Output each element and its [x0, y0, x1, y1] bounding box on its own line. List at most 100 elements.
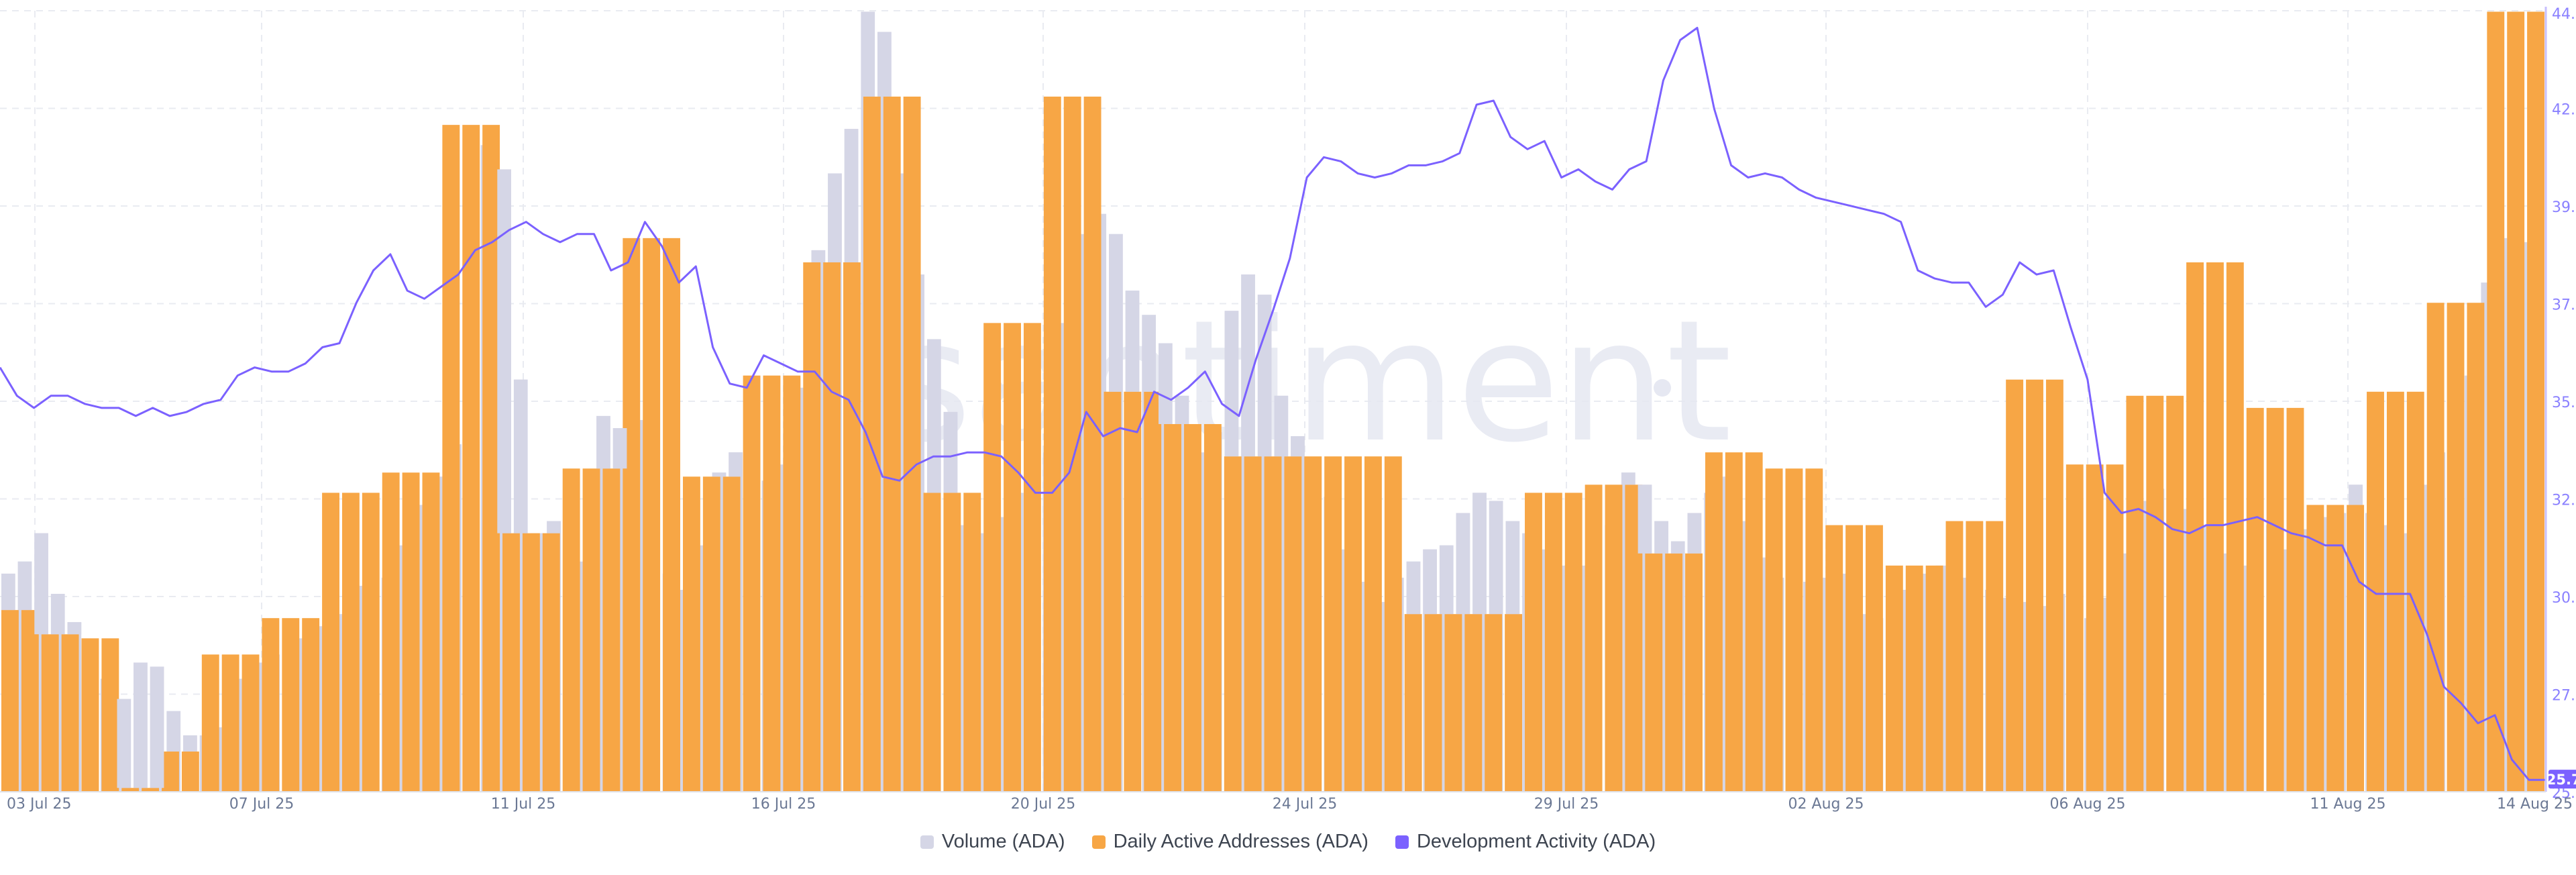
daily-active-addresses-bar — [1665, 553, 1683, 792]
development-activity-series — [0, 27, 2546, 781]
legend-item-development-activity[interactable]: Development Activity (ADA) — [1395, 831, 1656, 853]
daily-active-addresses-bar — [863, 96, 881, 792]
daily-active-addresses-bar — [963, 493, 981, 792]
daily-active-addresses-bar — [2527, 11, 2544, 792]
volume-bar-overlay — [1406, 561, 1421, 615]
volume-bar-overlay — [150, 666, 164, 788]
volume-bar-overlay — [1159, 343, 1173, 424]
legend-swatch-volume — [920, 835, 934, 849]
volume-bar-overlay — [927, 339, 941, 493]
volume-bar-overlay — [1670, 541, 1685, 554]
daily-active-addresses-bar — [803, 262, 821, 792]
daily-active-addresses-bar — [562, 468, 580, 792]
volume-bar-overlay — [34, 533, 48, 635]
daily-active-addresses-bar — [482, 125, 500, 792]
daily-active-addresses-bar — [1945, 521, 1964, 792]
daily-active-addresses-bar — [462, 125, 480, 792]
daily-active-addresses-bar — [1564, 493, 1582, 792]
legend-item-volume[interactable]: Volume (ADA) — [920, 831, 1065, 853]
daily-active-addresses-bar — [823, 262, 841, 792]
y-tick-label: 42.409 — [2552, 102, 2576, 119]
volume-bar-overlay — [1291, 436, 1305, 457]
daily-active-addresses-bar — [1805, 468, 1823, 792]
daily-active-addresses-bar — [1083, 96, 1102, 792]
volume-bar-overlay — [1687, 513, 1702, 554]
daily-active-addresses-bar — [442, 125, 460, 792]
daily-active-addresses-bar — [282, 618, 300, 792]
volume-bar-overlay — [50, 594, 65, 635]
volume-bar-overlay — [811, 250, 826, 262]
daily-active-addresses-bar — [1785, 468, 1803, 792]
daily-active-addresses-bar — [923, 493, 941, 792]
daily-active-addresses-bar — [2406, 391, 2424, 792]
daily-active-addresses-bar — [1885, 565, 1903, 792]
volume-bar-overlay — [166, 711, 181, 752]
daily-active-addresses-bar — [1244, 456, 1262, 792]
daily-active-addresses-bar — [101, 638, 119, 792]
daily-active-addresses-bar — [382, 472, 400, 792]
volume-bar-overlay — [17, 561, 32, 611]
daily-active-addresses-bar — [1184, 423, 1201, 792]
daily-active-addresses-bar — [2146, 395, 2164, 792]
daily-active-addresses-bar — [722, 476, 741, 792]
daily-active-addresses-bar — [943, 493, 961, 792]
volume-bar-overlay — [1456, 513, 1470, 615]
daily-active-addresses-bar — [983, 323, 1002, 792]
y-tick-label: 44.824 — [2552, 6, 2576, 23]
daily-active-addresses-bar — [1284, 456, 1302, 792]
x-tick-label: 11 Jul 25 — [491, 796, 556, 813]
daily-active-addresses-bar — [1324, 456, 1342, 792]
daily-active-addresses-bar — [2266, 407, 2284, 792]
last-value-badge — [2548, 770, 2576, 789]
daily-active-addresses-bar — [1464, 614, 1483, 792]
volume-bar-overlay — [1638, 484, 1652, 554]
volume-bar-overlay — [712, 472, 727, 477]
daily-active-addresses-bar — [2306, 505, 2324, 792]
daily-active-addresses-bar — [1905, 565, 1923, 792]
volume-bar-overlay — [844, 129, 859, 262]
development-activity-line — [0, 27, 2546, 781]
daily-active-addresses-bar — [602, 468, 621, 792]
x-tick-label: 07 Jul 25 — [229, 796, 294, 813]
daily-active-addresses-bar — [2286, 407, 2304, 792]
daily-active-addresses-bar — [362, 493, 380, 792]
daily-active-addresses-bar — [81, 638, 99, 792]
daily-active-addresses-bar — [162, 751, 179, 792]
daily-active-addresses-bar — [623, 238, 641, 792]
daily-active-addresses-bar — [201, 654, 219, 792]
daily-active-addresses-bar — [262, 618, 280, 792]
daily-active-addresses-bar — [2426, 303, 2445, 792]
x-tick-label: 06 Aug 25 — [2050, 796, 2126, 813]
daily-active-addresses-bar — [1845, 525, 1864, 792]
volume-bar-overlay — [547, 521, 561, 533]
daily-active-addresses-bar — [181, 751, 199, 792]
volume-bar-overlay — [1257, 295, 1272, 457]
daily-active-addresses-bar — [2106, 464, 2124, 792]
daily-active-addresses-bar — [1585, 484, 1603, 792]
daily-active-addresses-bar — [2206, 262, 2224, 792]
daily-active-addresses-bar — [322, 493, 339, 792]
daily-active-addresses-bar — [1043, 96, 1061, 792]
daily-active-addresses-bar — [402, 472, 420, 792]
daily-active-addresses-bar — [1544, 493, 1562, 792]
legend-item-daily-active-addresses[interactable]: Daily Active Addresses (ADA) — [1091, 831, 1368, 853]
daily-active-addresses-bar — [21, 610, 39, 792]
volume-bar-overlay — [67, 622, 82, 635]
daily-active-addresses-bar — [2006, 379, 2024, 792]
volume-bar-overlay — [183, 735, 197, 752]
volume-bar-overlay — [1489, 501, 1503, 615]
daily-active-addresses-bar — [1304, 456, 1322, 792]
daily-active-addresses-bar — [1023, 323, 1041, 792]
daily-active-addresses-bar — [542, 533, 560, 792]
daily-active-addresses-bar — [1224, 456, 1242, 792]
volume-bar-overlay — [1125, 291, 1140, 392]
legend: Volume (ADA) Daily Active Addresses (ADA… — [0, 831, 2576, 853]
x-tick-label: 03 Jul 25 — [7, 796, 72, 813]
y-tick-label: 30.333 — [2552, 590, 2576, 607]
daily-active-addresses-bar — [1004, 323, 1021, 792]
daily-active-addresses-bar — [2065, 464, 2084, 792]
volume-bar-overlay — [1505, 521, 1520, 615]
volume-bar-overlay — [877, 32, 892, 97]
daily-active-addresses-bar — [1104, 391, 1122, 792]
